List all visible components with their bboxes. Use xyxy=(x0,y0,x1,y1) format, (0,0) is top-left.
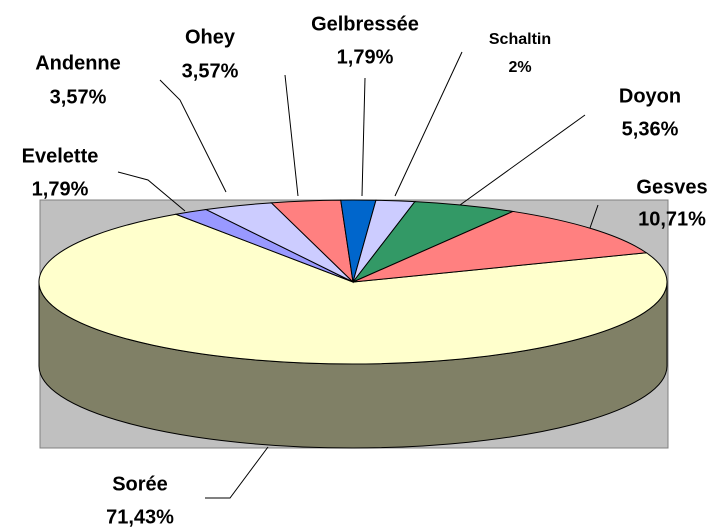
slice xyxy=(38,213,668,365)
slice-name: Evelette xyxy=(22,145,99,167)
leader-line xyxy=(459,114,586,206)
slice-value: 10,71% xyxy=(638,208,706,230)
slice-value: 1,79% xyxy=(32,178,89,200)
leader-line xyxy=(284,74,299,197)
slice-name: Ohey xyxy=(185,26,236,48)
slice-value: 2% xyxy=(508,59,531,76)
leader-line xyxy=(361,77,366,197)
leader-line xyxy=(117,171,186,212)
slice-name: Schaltin xyxy=(489,31,551,48)
slice-value: 71,43% xyxy=(106,506,174,528)
leader-line xyxy=(589,204,599,229)
slice-name: Sorée xyxy=(112,473,168,495)
slice-name: Gelbressée xyxy=(311,13,419,35)
leader-line xyxy=(205,446,269,499)
slice-value: 5,36% xyxy=(622,118,679,140)
slice xyxy=(352,210,648,283)
slice-name: Doyon xyxy=(619,85,681,107)
slice-value: 3,57% xyxy=(182,60,239,82)
leader-line xyxy=(159,79,227,193)
slice-name: Gesves xyxy=(636,176,707,198)
slice-value: 1,79% xyxy=(337,46,394,68)
slice-name: Andenne xyxy=(35,52,121,74)
slice-value: 3,57% xyxy=(50,86,107,108)
leader-line xyxy=(394,51,463,197)
